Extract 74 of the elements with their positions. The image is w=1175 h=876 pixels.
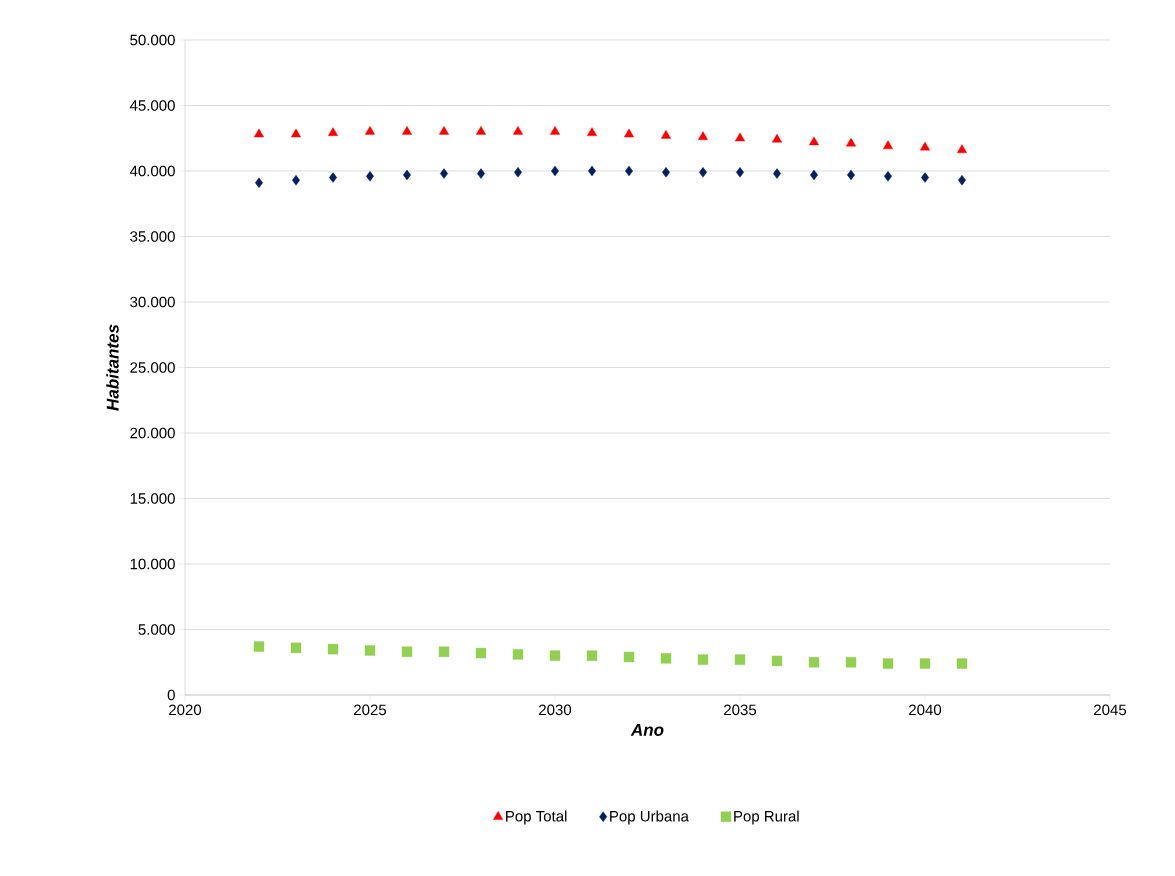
point [883, 140, 893, 150]
point [549, 650, 561, 661]
y-tick-label: 40.000 [129, 165, 175, 177]
y-tick-label: 5.000 [138, 624, 175, 635]
point [957, 144, 967, 153]
point [440, 168, 448, 179]
point [254, 128, 264, 138]
y-tick-label: 30.000 [130, 296, 175, 308]
y-tick-label: 15.000 [130, 493, 175, 504]
point [773, 168, 781, 179]
x-tick-label: 2025 [354, 704, 387, 716]
point [736, 167, 744, 178]
point [514, 167, 522, 178]
point [956, 658, 968, 669]
x-tick-label: 2045 [1094, 704, 1127, 716]
point [772, 133, 782, 143]
point [366, 171, 374, 182]
point [624, 128, 634, 138]
point [697, 654, 709, 665]
point [512, 649, 524, 660]
point [921, 172, 929, 183]
y-tick-label: 10.000 [130, 558, 175, 570]
point [402, 125, 412, 135]
y-axis-title: Habitantes [106, 324, 119, 411]
point [809, 136, 819, 146]
point [290, 642, 302, 654]
y-tick-label: 0 [167, 689, 175, 701]
point [662, 167, 670, 178]
point [734, 654, 746, 665]
y-tick-label: 25.000 [130, 362, 175, 373]
point [661, 129, 671, 139]
point [660, 653, 672, 664]
point [550, 125, 560, 135]
point [476, 125, 486, 135]
x-tick-label: 2040 [909, 704, 942, 716]
point [845, 657, 857, 668]
point [438, 646, 450, 657]
point [846, 137, 856, 147]
x-axis-title: Ano [630, 724, 664, 736]
point [884, 171, 892, 182]
legend-label: Pop Rural [734, 810, 799, 825]
point [735, 132, 745, 142]
point [255, 177, 263, 188]
point [698, 131, 708, 140]
point [328, 127, 338, 136]
point [882, 658, 894, 669]
legend-label: Pop Urbana [610, 810, 689, 825]
point [477, 168, 485, 179]
point [439, 125, 449, 135]
point [623, 651, 635, 663]
y-tick-label: 20.000 [130, 427, 175, 439]
y-tick-label: 45.000 [129, 100, 175, 111]
point [513, 125, 523, 135]
point [291, 128, 301, 138]
legend-label: Pop Total [506, 810, 567, 825]
point [587, 127, 597, 136]
y-tick-label: 50.000 [130, 34, 175, 46]
point [253, 641, 265, 652]
point [920, 141, 930, 151]
point [771, 655, 783, 667]
point [329, 172, 337, 183]
x-tick-label: 2030 [539, 704, 572, 716]
point [365, 125, 375, 135]
point [586, 650, 598, 661]
point [919, 658, 931, 669]
point [808, 657, 820, 668]
point [401, 646, 413, 657]
y-tick-label: 35.000 [130, 231, 175, 242]
point [699, 167, 707, 178]
point [327, 643, 339, 655]
x-tick-label: 2020 [169, 704, 202, 716]
point [475, 647, 487, 659]
x-tick-label: 2035 [724, 704, 757, 716]
point [364, 645, 376, 656]
